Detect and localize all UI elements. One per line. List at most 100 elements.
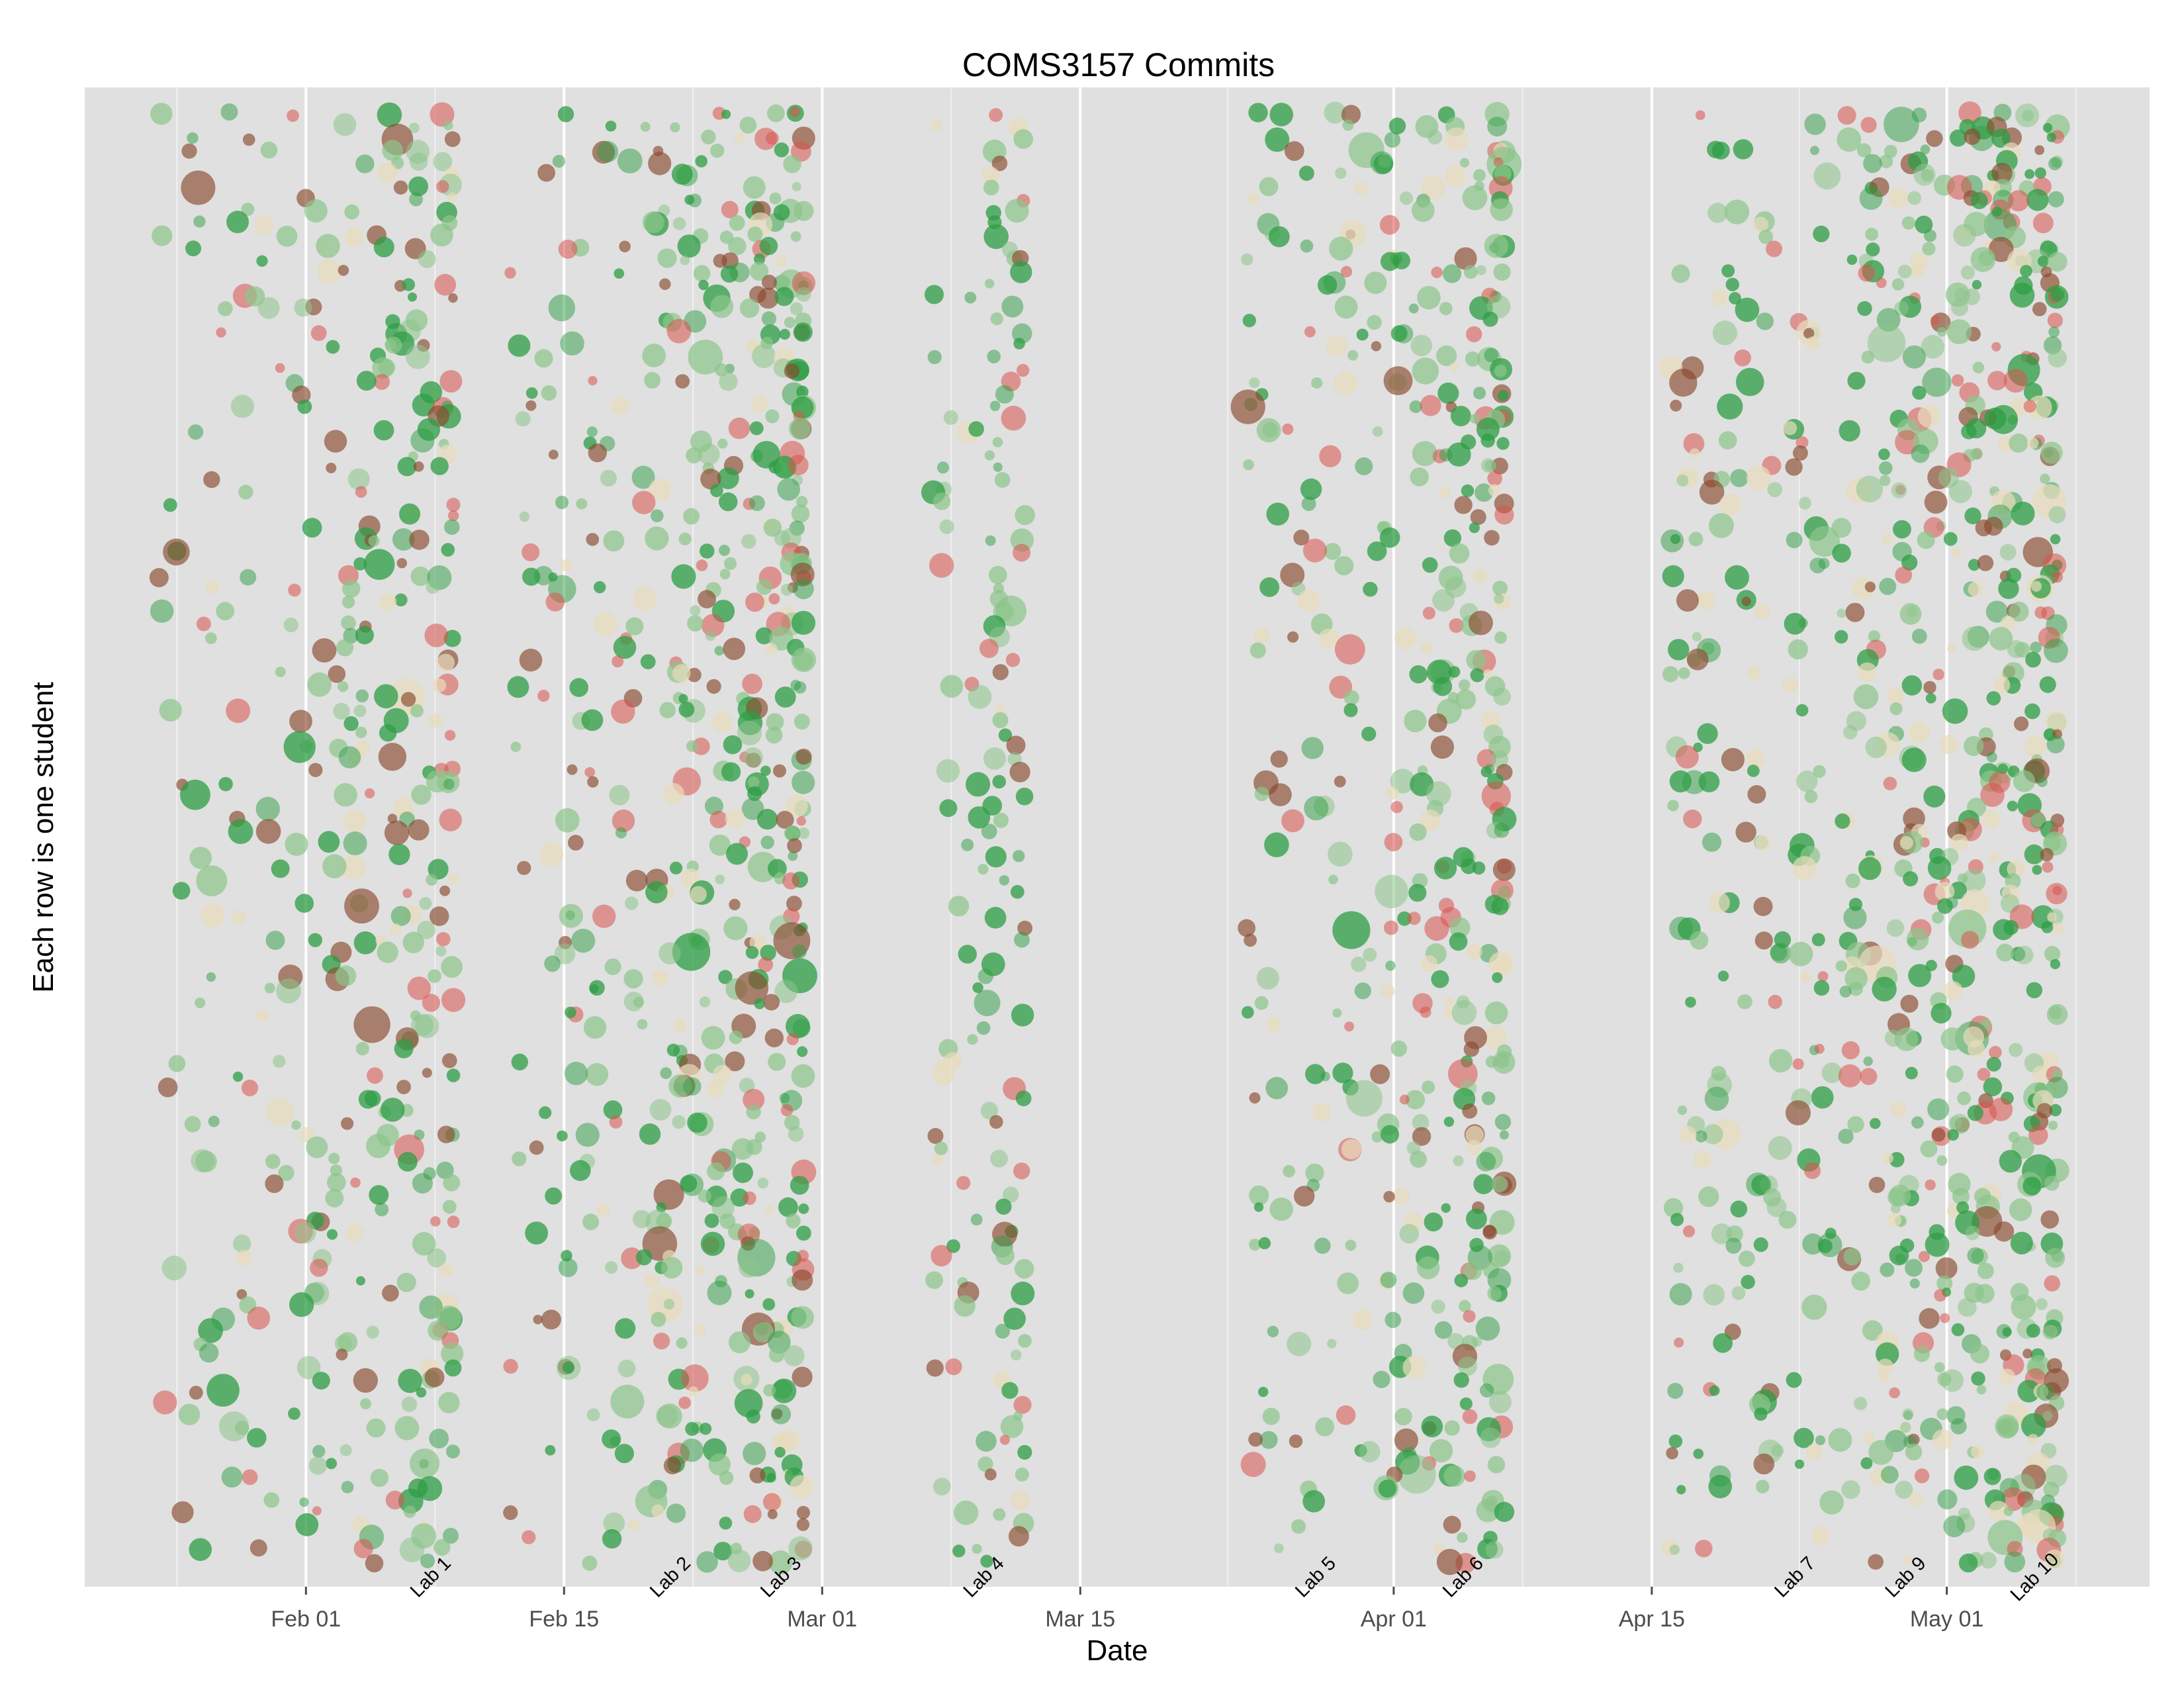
commit-point	[1857, 301, 1872, 316]
commit-point	[522, 1530, 536, 1544]
commit-point	[1792, 1058, 1804, 1070]
x-tick-label: Feb 01	[271, 1607, 341, 1632]
commit-point	[602, 1529, 622, 1549]
commit-point	[1480, 433, 1495, 448]
commit-point	[718, 970, 733, 984]
commit-point	[1993, 677, 2011, 694]
commit-point	[408, 176, 429, 197]
commit-point	[373, 236, 394, 258]
commit-point	[596, 141, 619, 163]
commit-point	[337, 681, 349, 692]
commit-point	[784, 825, 799, 841]
commit-point	[1443, 529, 1461, 547]
commit-point	[1378, 1479, 1397, 1498]
commit-point	[784, 316, 796, 328]
commit-point	[2045, 710, 2068, 733]
commit-point	[2044, 1275, 2060, 1292]
commit-point	[444, 1359, 462, 1377]
commit-point	[1997, 763, 2009, 774]
commit-point	[733, 1162, 753, 1184]
commit-point	[1725, 565, 1749, 590]
commit-point	[220, 103, 238, 121]
commit-point	[1979, 1552, 1997, 1569]
commit-point	[1380, 1272, 1397, 1288]
commit-point	[1254, 786, 1269, 802]
commit-point	[256, 255, 268, 267]
commit-point	[200, 903, 225, 928]
commit-point	[696, 1551, 718, 1573]
commit-point	[1006, 735, 1026, 755]
commit-point	[1753, 1237, 1768, 1252]
commit-point	[1989, 1046, 2002, 1059]
commit-point	[1667, 1383, 1684, 1399]
commit-point	[366, 1325, 379, 1339]
commit-point	[582, 1556, 598, 1571]
commit-point	[2039, 676, 2056, 693]
commit-point	[686, 447, 702, 464]
commit-point	[1420, 175, 1446, 201]
commit-point	[2040, 848, 2054, 862]
commit-point	[1258, 1387, 1269, 1397]
commit-point	[1883, 776, 1897, 790]
commit-point	[1001, 1382, 1019, 1399]
commit-point	[1453, 1155, 1464, 1166]
commit-point	[743, 1505, 762, 1523]
commit-point	[657, 248, 677, 268]
commit-point	[1332, 1062, 1353, 1084]
commit-point	[589, 984, 599, 994]
commit-point	[1897, 264, 1912, 279]
commit-point	[706, 679, 721, 694]
commit-point	[1304, 326, 1316, 338]
commit-point	[355, 689, 369, 703]
commit-point	[1678, 667, 1690, 679]
commit-point	[153, 1390, 177, 1415]
commit-point	[390, 906, 411, 926]
commit-point	[444, 729, 456, 741]
commit-point	[1676, 1485, 1686, 1495]
commit-point	[1934, 882, 1955, 902]
commit-point	[1473, 169, 1486, 182]
commit-point	[1300, 478, 1322, 500]
commit-point	[1753, 896, 1773, 916]
commit-point	[972, 1544, 982, 1554]
commit-point	[1709, 1385, 1720, 1396]
commit-point	[1431, 970, 1449, 988]
commit-point	[968, 806, 991, 829]
commit-point	[1001, 295, 1024, 318]
commit-point	[517, 861, 531, 875]
commit-point	[1304, 796, 1329, 821]
commit-point	[430, 223, 453, 247]
commit-point	[1494, 957, 1513, 976]
commit-point	[1457, 1356, 1478, 1376]
x-tick-label: Apr 15	[1619, 1607, 1685, 1632]
commit-point	[343, 810, 366, 833]
commit-point	[1809, 526, 1840, 557]
commit-point	[1753, 1453, 1775, 1475]
commit-point	[443, 120, 453, 130]
commit-point	[777, 477, 800, 501]
commit-point	[723, 916, 748, 941]
commit-point	[1746, 1172, 1770, 1197]
commit-point	[1696, 590, 1715, 610]
commit-point	[447, 192, 457, 203]
commit-point	[784, 363, 799, 379]
commit-point	[1017, 363, 1030, 377]
commit-point	[289, 1292, 314, 1317]
commit-point	[990, 1149, 1008, 1168]
commit-point	[1371, 1131, 1383, 1143]
commit-point	[163, 538, 190, 566]
commit-point	[659, 702, 676, 719]
commit-point	[1964, 128, 1981, 145]
commit-point	[1880, 1466, 1899, 1484]
commit-point	[1899, 836, 1913, 850]
commit-point	[976, 1430, 997, 1452]
commit-point	[666, 318, 692, 344]
commit-point	[377, 162, 398, 183]
commit-point	[796, 1505, 810, 1520]
commit-point	[1863, 1056, 1873, 1066]
commit-point	[984, 450, 995, 461]
commit-point	[1244, 933, 1257, 947]
commit-point	[2026, 437, 2039, 449]
commit-point	[1258, 1237, 1271, 1250]
commit-point	[1895, 566, 1913, 584]
